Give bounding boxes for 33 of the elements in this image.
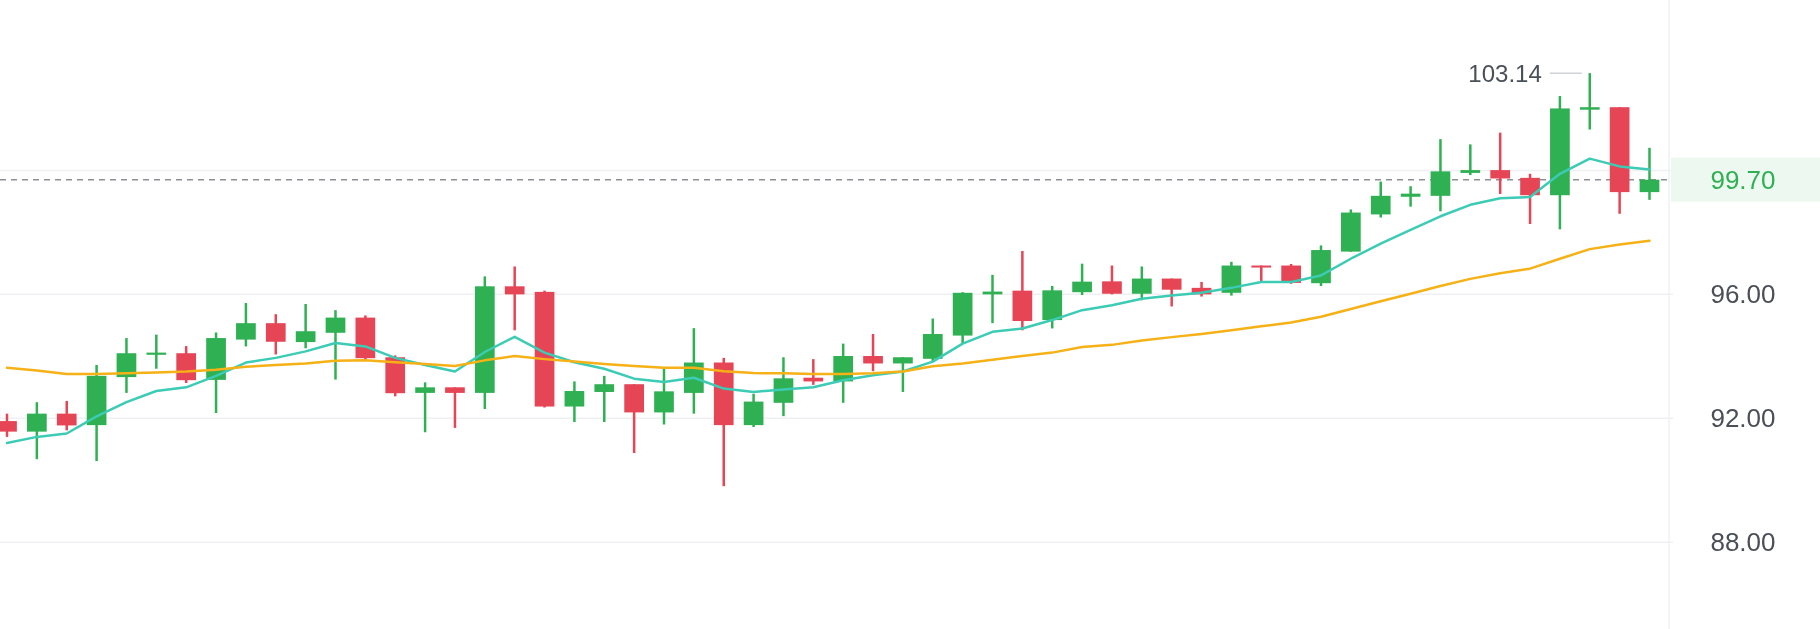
candlestick [1460, 143, 1481, 177]
candlestick [1370, 180, 1391, 219]
y-tick-label: 96.00 [1710, 279, 1776, 310]
ref-line-label: 99.70 [1710, 164, 1776, 195]
candlestick [265, 312, 286, 356]
line-series [5, 239, 1651, 376]
candlestick [27, 400, 47, 461]
candlestick [1639, 146, 1660, 202]
candlestick [564, 380, 585, 424]
y-tick-label: 88.00 [1710, 527, 1776, 558]
candlestick [146, 333, 167, 370]
candlestick [863, 332, 883, 373]
annotation: 103.14 [1468, 59, 1542, 87]
candlestick [445, 386, 465, 430]
candlestick [325, 308, 346, 381]
candlestick [1520, 172, 1540, 226]
candlestick [893, 356, 913, 394]
candlestick [1490, 131, 1511, 196]
candlestick [1251, 264, 1272, 284]
candlestick [1102, 264, 1122, 296]
y-tick-label: 92.00 [1710, 403, 1776, 434]
candlestick [56, 399, 77, 432]
candlestick [1072, 262, 1092, 297]
candlestick [743, 392, 764, 429]
candlestick [415, 381, 435, 434]
candlestick [1579, 71, 1600, 131]
candlestick [504, 265, 525, 332]
candlestick [236, 301, 256, 348]
candlestick [295, 302, 316, 350]
candlestick [1400, 184, 1421, 208]
line-series [5, 157, 1651, 445]
candlestick [594, 374, 615, 424]
candlestick [1161, 277, 1182, 308]
